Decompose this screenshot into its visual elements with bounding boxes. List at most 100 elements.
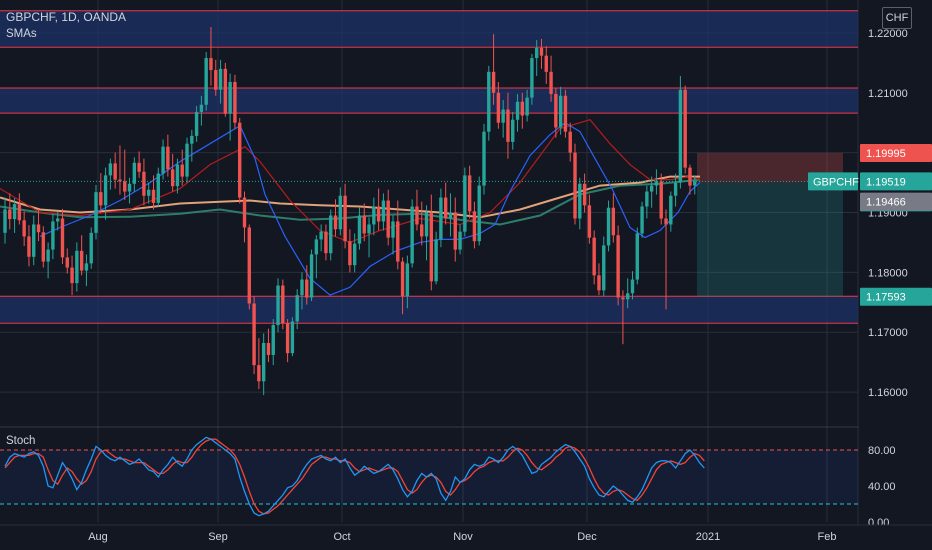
- candle-body-14: [70, 267, 74, 284]
- candle-body-61: [295, 295, 299, 322]
- candle-body-80: [386, 200, 390, 238]
- candle-body-135: [649, 185, 654, 192]
- time-tick-label-3: Nov: [453, 531, 473, 543]
- candle-body-143: [688, 167, 692, 186]
- candle-body-53: [257, 365, 261, 382]
- candle-body-95: [458, 231, 462, 250]
- candle-body-35: [170, 169, 175, 187]
- price-axis-bg: [859, 0, 932, 530]
- sma-lines: [0, 119, 701, 296]
- stoch-tick-label-0: 80.00: [868, 445, 896, 457]
- candle-body-109: [525, 97, 529, 116]
- candle-body-17: [84, 263, 89, 271]
- candle-body-110: [530, 58, 534, 98]
- candle-body-108: [520, 101, 525, 116]
- candle-body-20: [99, 192, 103, 206]
- currency-button[interactable]: CHF: [882, 7, 912, 29]
- symbol-title[interactable]: GBPCHF, 1D, OANDA: [6, 10, 127, 24]
- time-tick-label-6: Feb: [818, 531, 837, 543]
- candle-body-91: [439, 197, 443, 240]
- time-tick-label-2: Oct: [333, 531, 350, 543]
- candle-body-142: [683, 89, 687, 168]
- candle-body-32: [156, 173, 160, 203]
- candle-body-93: [448, 212, 453, 219]
- candle-body-6: [32, 224, 36, 257]
- candle-body-111: [534, 47, 539, 59]
- price-badge-0: [860, 143, 932, 162]
- symbol-badge-1: [808, 172, 858, 191]
- candle-body-56: [271, 325, 275, 355]
- candle-body-48: [233, 82, 237, 123]
- candle-body-112: [539, 47, 544, 56]
- price-tick-label-4: 1.18000: [868, 267, 908, 279]
- candle-body-101: [487, 71, 491, 132]
- candle-body-74: [357, 215, 362, 244]
- symbol-badge-text-1: GBPCHF: [813, 176, 859, 188]
- candle-body-87: [420, 224, 424, 237]
- candle-body-127: [611, 207, 616, 236]
- candle-body-65: [314, 239, 319, 255]
- candle-body-44: [214, 70, 218, 90]
- candle-body-11: [55, 218, 60, 222]
- indicator-label-smas[interactable]: SMAs: [6, 28, 37, 40]
- candle-body-42: [204, 58, 208, 105]
- time-axis-bg: [0, 525, 932, 550]
- candle-body-37: [180, 164, 184, 177]
- candle-body-98: [472, 211, 477, 242]
- candle-body-94: [453, 212, 457, 250]
- candle-body-45: [218, 68, 223, 90]
- candle-body-51: [247, 227, 251, 304]
- candle-body-129: [621, 297, 625, 300]
- candle-body-31: [151, 189, 156, 203]
- candle-body-128: [616, 235, 620, 298]
- candle-body-23: [113, 163, 117, 180]
- candle-body-18: [89, 232, 93, 264]
- candle-body-62: [300, 279, 304, 296]
- candle-body-71: [343, 195, 347, 242]
- zone-fill-2: [0, 296, 858, 324]
- candle-body-131: [630, 279, 635, 294]
- candle-body-29: [142, 171, 146, 196]
- indicator-label-stoch[interactable]: Stoch: [6, 435, 36, 447]
- candle-body-104: [501, 109, 505, 123]
- candle-body-16: [79, 250, 84, 271]
- candle-body-43: [209, 58, 213, 71]
- candle-body-54: [261, 342, 266, 382]
- time-axis[interactable]: Aug Sep Oct Nov Dec 2021 Feb: [0, 524, 932, 550]
- price-axis[interactable]: 1.220001.210001.200001.190001.180001.170…: [859, 0, 932, 530]
- price-badge-1: [860, 172, 932, 191]
- candle-body-116: [558, 95, 563, 128]
- candle-body-121: [582, 183, 587, 206]
- candle-body-118: [568, 131, 572, 153]
- candle-body-52: [252, 303, 256, 366]
- price-badge-text-4: 1.17593: [866, 292, 906, 304]
- candle-body-139: [669, 195, 673, 225]
- zone-fill-0: [0, 10, 858, 48]
- candle-body-12: [60, 218, 65, 258]
- candle-body-132: [635, 233, 639, 280]
- candle-body-81: [391, 221, 395, 238]
- candle-body-136: [654, 181, 659, 186]
- candle-body-49: [238, 122, 242, 198]
- candle-body-124: [597, 275, 601, 291]
- candle-body-97: [467, 175, 472, 212]
- price-badge-text-1: 1.19519: [866, 176, 906, 188]
- candle-body-134: [645, 191, 649, 207]
- candle-body-102: [491, 71, 496, 93]
- candle-body-70: [338, 195, 342, 230]
- candle-body-137: [659, 181, 663, 219]
- price-tick-label-5: 1.17000: [868, 327, 908, 339]
- candle-body-114: [549, 71, 553, 94]
- position-tool[interactable]: [697, 152, 843, 297]
- stochastic-panel: [0, 436, 858, 517]
- candle-body-89: [429, 212, 434, 282]
- candlestick-series: [0, 26, 858, 396]
- candle-body-30: [147, 189, 151, 196]
- sma-mid-line: [0, 119, 701, 244]
- price-badges: 1.199951.19519GBPCHF19:10:311.194661.175…: [808, 143, 932, 306]
- candle-body-83: [400, 261, 405, 297]
- candle-body-64: [309, 254, 314, 298]
- candle-body-107: [515, 101, 520, 120]
- candle-body-144: [693, 181, 697, 186]
